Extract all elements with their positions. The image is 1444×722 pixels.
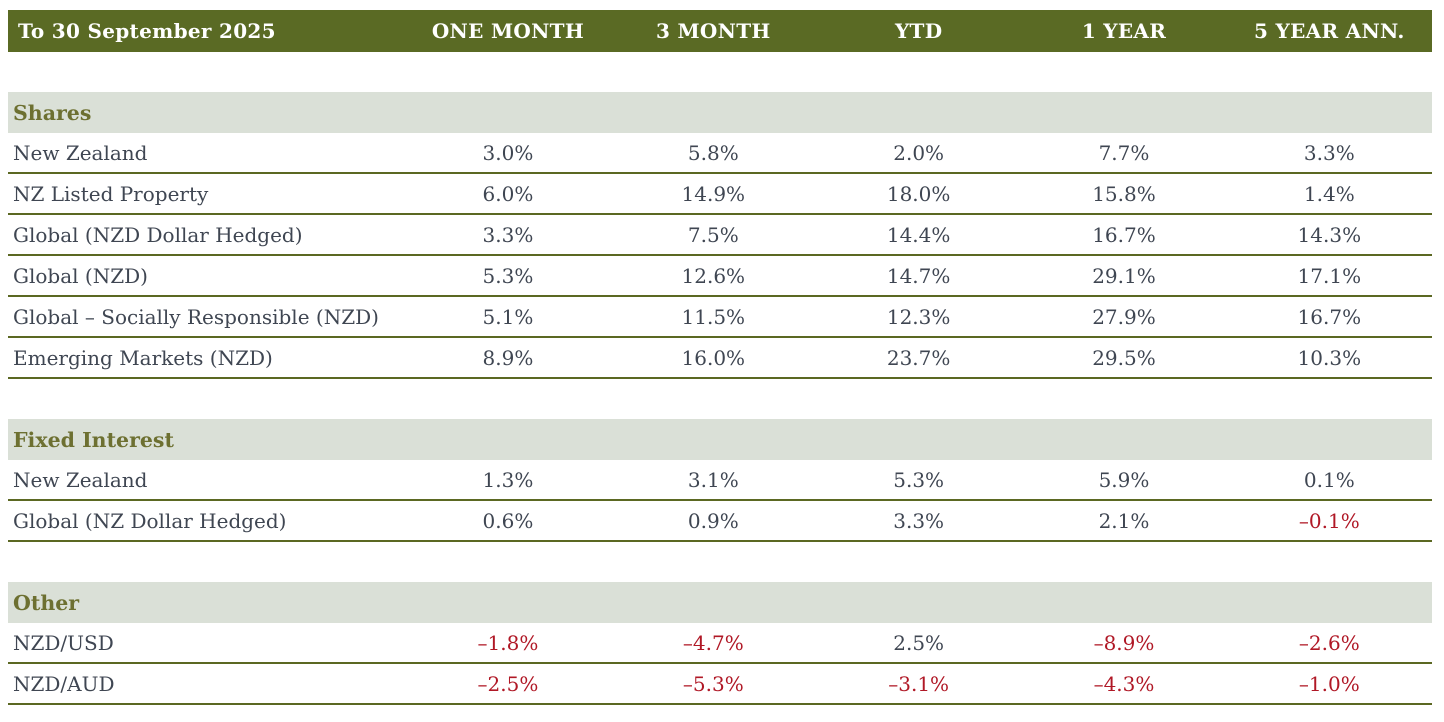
row-value: –5.3% — [682, 671, 744, 696]
row-value: 1.3% — [482, 467, 534, 492]
row-label: NZD/AUD — [13, 671, 115, 696]
row-value: 14.4% — [886, 222, 951, 247]
row-value: –1.0% — [1298, 671, 1360, 696]
row-value: 17.1% — [1297, 263, 1362, 288]
section-shares: Shares New Zealand 3.0% 5.8% 2.0% 7.7% 3.3% NZ … — [8, 92, 1432, 379]
row-value: –4.7% — [682, 630, 744, 655]
row-value: 14.3% — [1297, 222, 1362, 247]
row-value: 16.7% — [1297, 304, 1362, 329]
table-title: To 30 September 2025 — [18, 19, 276, 43]
column-header-ytd: YTD — [894, 19, 943, 43]
row-value: 3.1% — [687, 467, 739, 492]
row-value: 5.3% — [893, 467, 945, 492]
section-fixed-interest: Fixed Interest New Zealand 1.3% 3.1% 5.3% 5.9… — [8, 419, 1432, 542]
row-value: –3.1% — [888, 671, 950, 696]
row-label: New Zealand — [13, 140, 148, 165]
row-value: 15.8% — [1092, 181, 1156, 206]
row-value: 5.1% — [482, 304, 534, 329]
table-row: NZD/USD –1.8% –4.7% 2.5% –8.9% –2.6% — [8, 623, 1432, 664]
row-label: Global (NZ Dollar Hedged) — [13, 508, 287, 533]
performance-table: To 30 September 2025 ONE MONTH 3 MONTH YTD… — [8, 10, 1432, 705]
row-value: 29.1% — [1092, 263, 1156, 288]
row-label: NZD/USD — [13, 630, 114, 655]
table-row: New Zealand 1.3% 3.1% 5.3% 5.9% 0.1% — [8, 460, 1432, 501]
table-row: NZ Listed Property 6.0% 14.9% 18.0% 15.8% 1.4… — [8, 174, 1432, 215]
row-value: 3.0% — [482, 140, 534, 165]
row-value: 0.1% — [1303, 467, 1355, 492]
row-value: 11.5% — [681, 304, 746, 329]
table-header: To 30 September 2025 ONE MONTH 3 MONTH YTD… — [8, 10, 1432, 52]
row-value: 6.0% — [482, 181, 534, 206]
section-title: Shares — [8, 92, 1432, 133]
section-other: Other NZD/USD –1.8% –4.7% 2.5% –8.9% –2.6% NZD/… — [8, 582, 1432, 705]
row-value: 8.9% — [482, 345, 534, 370]
row-value: 14.7% — [886, 263, 951, 288]
row-value: 3.3% — [1303, 140, 1355, 165]
row-value: 12.3% — [886, 304, 951, 329]
column-header-1-year: 1 YEAR — [1081, 19, 1167, 43]
column-header-3-month: 3 MONTH — [655, 19, 771, 43]
row-label: Global (NZD) — [13, 263, 148, 288]
row-value: 1.4% — [1303, 181, 1355, 206]
returns-report: To 30 September 2025 ONE MONTH 3 MONTH YTD… — [8, 10, 1432, 705]
column-header-one-month: ONE MONTH — [431, 19, 585, 43]
row-value: 7.7% — [1098, 140, 1150, 165]
row-value: –8.9% — [1093, 630, 1155, 655]
column-header-5-year-ann: 5 YEAR ANN. — [1254, 19, 1405, 43]
row-value: 12.6% — [681, 263, 746, 288]
row-value: 16.0% — [681, 345, 746, 370]
table-row: NZD/AUD –2.5% –5.3% –3.1% –4.3% –1.0% — [8, 664, 1432, 705]
row-value: 2.1% — [1098, 508, 1150, 533]
row-value: 3.3% — [482, 222, 534, 247]
row-label: Global (NZD Dollar Hedged) — [13, 222, 303, 247]
section-title: Other — [8, 582, 1432, 623]
row-value: –0.1% — [1298, 508, 1360, 533]
row-value: 16.7% — [1092, 222, 1156, 247]
row-value: 29.5% — [1092, 345, 1156, 370]
row-value: 5.3% — [482, 263, 534, 288]
row-value: 14.9% — [681, 181, 746, 206]
row-value: 3.3% — [893, 508, 945, 533]
row-value: 27.9% — [1092, 304, 1156, 329]
table-row: Global – Socially Responsible (NZD) 5.1% 1… — [8, 297, 1432, 338]
row-value: –2.6% — [1298, 630, 1360, 655]
row-value: 10.3% — [1297, 345, 1362, 370]
row-label: New Zealand — [13, 467, 148, 492]
row-value: –1.8% — [477, 630, 539, 655]
row-value: 2.0% — [893, 140, 945, 165]
table-row: Emerging Markets (NZD) 8.9% 16.0% 23.7% 29.5… — [8, 338, 1432, 379]
table-row: New Zealand 3.0% 5.8% 2.0% 7.7% 3.3% — [8, 133, 1432, 174]
row-value: –2.5% — [477, 671, 539, 696]
row-value: 23.7% — [886, 345, 951, 370]
table-row: Global (NZD Dollar Hedged) 3.3% 7.5% 14.4% 1… — [8, 215, 1432, 256]
row-label: Emerging Markets (NZD) — [13, 345, 273, 370]
row-value: 5.9% — [1098, 467, 1150, 492]
section-title: Fixed Interest — [8, 419, 1432, 460]
row-label: Global – Socially Responsible (NZD) — [13, 304, 379, 329]
row-value: –4.3% — [1093, 671, 1155, 696]
row-label: NZ Listed Property — [13, 181, 209, 206]
table-row: Global (NZ Dollar Hedged) 0.6% 0.9% 3.3% 2.1… — [8, 501, 1432, 542]
table-row: Global (NZD) 5.3% 12.6% 14.7% 29.1% 17.1% — [8, 256, 1432, 297]
row-value: 18.0% — [886, 181, 951, 206]
row-value: 5.8% — [687, 140, 739, 165]
row-value: 2.5% — [893, 630, 945, 655]
table-body: Shares New Zealand 3.0% 5.8% 2.0% 7.7% 3.3% NZ … — [8, 92, 1432, 705]
row-value: 0.9% — [687, 508, 739, 533]
row-value: 0.6% — [482, 508, 534, 533]
row-value: 7.5% — [687, 222, 739, 247]
